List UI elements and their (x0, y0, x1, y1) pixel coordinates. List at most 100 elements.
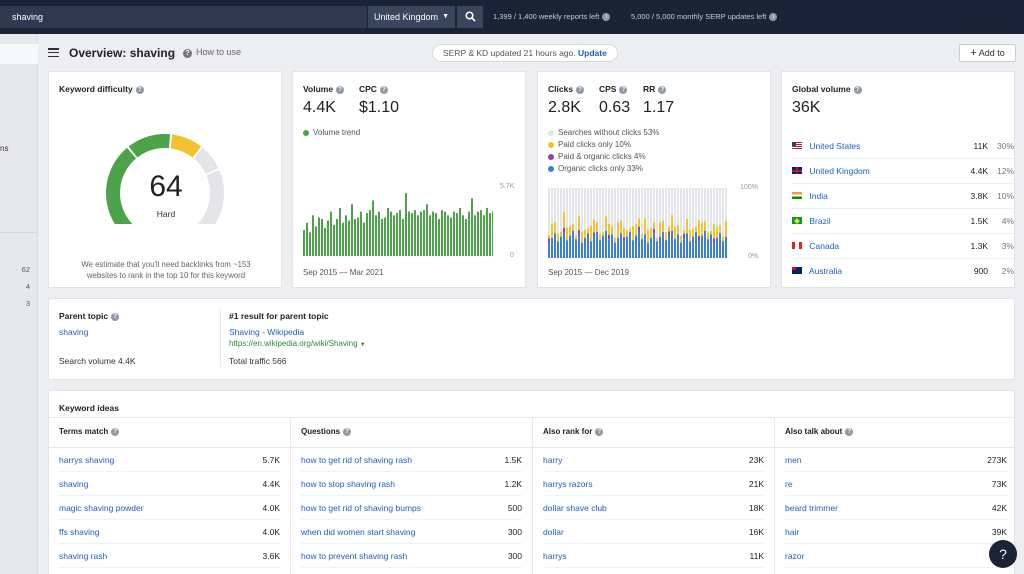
bar-segment-paid (674, 226, 676, 240)
bar-segment-no-clicks (716, 188, 718, 227)
bar-segment-paid (653, 222, 655, 230)
clicks-value: 2.8K (548, 99, 581, 116)
keyword-link[interactable]: magic shaving powder (59, 503, 144, 513)
bar-segment-paid (623, 227, 625, 238)
help-button[interactable]: ? (989, 540, 1017, 568)
help-icon[interactable]: ? (135, 85, 144, 94)
country-link[interactable]: Canada (809, 241, 840, 251)
country-link[interactable]: India (809, 191, 828, 201)
column-header[interactable]: Also talk about? (785, 427, 854, 436)
sidebar-count: 62 (21, 265, 30, 274)
bar-segment-organic (575, 239, 577, 258)
sidebar-selected-item[interactable] (0, 44, 38, 64)
keyword-ideas-title: Keyword ideas (59, 403, 119, 413)
keyword-link[interactable]: hair (785, 527, 800, 537)
keyword-link[interactable]: dollar shave club (543, 503, 607, 513)
column-header[interactable]: Questions? (301, 427, 352, 436)
keyword-link[interactable]: when did women start shaving (301, 527, 416, 537)
sidebar-item-fragment[interactable]: ns (0, 144, 9, 153)
bar-segment-no-clicks (644, 188, 646, 219)
country-link[interactable]: United Kingdom (809, 166, 870, 176)
keyword-link[interactable]: harrys (543, 551, 567, 561)
india-flag-icon (792, 192, 802, 200)
country-row: United States 11K 30% (792, 134, 1014, 159)
add-to-button[interactable]: + Add to (959, 44, 1016, 62)
country-link[interactable]: United States (809, 141, 861, 151)
weekly-reports-text: 1,399 / 1,400 weekly reports left (493, 12, 600, 21)
keyword-volume: 11K (749, 551, 765, 561)
help-icon[interactable]: ? (111, 312, 120, 321)
volume-bar (309, 232, 311, 256)
search-input[interactable] (0, 6, 367, 28)
help-icon[interactable]: ? (595, 427, 604, 436)
help-icon[interactable]: ? (853, 85, 862, 94)
keyword-link[interactable]: harrys razors (543, 479, 593, 489)
volume-bar (333, 224, 335, 256)
keyword-volume: 4.0K (262, 527, 281, 537)
bar-segment-no-clicks (647, 188, 649, 230)
keyword-link[interactable]: ffs shaving (59, 527, 100, 537)
bar-segment-organic (581, 242, 583, 258)
bar-segment-paid (587, 228, 589, 234)
bar-segment-paid (677, 224, 679, 235)
volume-bar (435, 213, 437, 256)
keyword-row: how to prevent shaving rash 300 (301, 544, 522, 568)
help-icon[interactable]: ? (343, 427, 352, 436)
country-link[interactable]: Brazil (809, 216, 831, 226)
bar-segment-organic (656, 241, 658, 258)
help-icon[interactable]: ? (619, 85, 628, 94)
volume-bar (492, 211, 493, 256)
menu-icon[interactable] (48, 48, 59, 58)
help-icon[interactable]: ? (658, 85, 667, 94)
column-header[interactable]: Also rank for? (543, 427, 604, 436)
update-link[interactable]: Update (578, 48, 607, 58)
help-icon[interactable]: ? (336, 85, 345, 94)
keyword-link[interactable]: how to stop shaving rash (301, 479, 396, 489)
keyword-link[interactable]: re (785, 479, 793, 489)
column-header[interactable]: Terms match? (59, 427, 120, 436)
bar-segment-no-clicks (614, 188, 616, 238)
search-button[interactable] (456, 6, 483, 28)
keyword-link[interactable]: how to get rid of shaving rash (301, 455, 413, 465)
bar-segment-paid (560, 231, 562, 237)
bar-segment-paid (698, 220, 700, 237)
keyword-link[interactable]: harrys shaving (59, 455, 115, 465)
keyword-link[interactable]: shaving rash (59, 551, 108, 561)
help-icon[interactable]: ? (576, 85, 585, 94)
keyword-link[interactable]: razor (785, 551, 805, 561)
bar-segment-organic (626, 236, 628, 258)
volume-bar (354, 219, 356, 256)
keyword-link[interactable]: how to prevent shaving rash (301, 551, 408, 561)
legend-item: Organic clicks only 33% (548, 163, 659, 175)
clicks-axis-min: 0% (748, 253, 759, 260)
bar-segment-paid (719, 225, 721, 234)
keyword-link[interactable]: dollar (543, 527, 564, 537)
keyword-link[interactable]: shaving (59, 479, 89, 489)
bar-segment-organic (704, 230, 706, 258)
bar-segment-no-clicks (710, 188, 712, 231)
country-row: United Kingdom 4.4K 12% (792, 159, 1014, 184)
top-result-url[interactable]: https://en.wikipedia.org/wiki/Shaving ▼ (229, 339, 366, 348)
how-to-use-link[interactable]: ? How to use (183, 47, 241, 58)
help-icon[interactable]: ? (845, 427, 854, 436)
keyword-link[interactable]: how to get rid of shaving bumps (301, 503, 422, 513)
help-icon[interactable]: ? (111, 427, 120, 436)
keyword-volume: 21K (748, 479, 764, 489)
bar-segment-organic (716, 237, 718, 258)
keyword-volume: 3.6K (262, 551, 281, 561)
volume-bar (387, 207, 389, 256)
parent-topic-link[interactable]: shaving (59, 327, 89, 337)
keyword-link[interactable]: beard trimmer (785, 503, 838, 513)
top-result-link[interactable]: Shaving - Wikipedia (229, 327, 305, 337)
country-volume: 11K (973, 141, 989, 151)
keyword-link[interactable]: harry (543, 455, 563, 465)
us-flag-icon (792, 142, 802, 150)
keyword-ideas-card: Keyword ideas Terms match? harrys shaving… (48, 390, 1017, 574)
bar-segment-organic (713, 242, 715, 258)
bar-segment-paid (716, 226, 718, 238)
country-link[interactable]: Australia (808, 266, 842, 276)
help-icon[interactable]: ? (379, 85, 388, 94)
bar-segment-paid (599, 233, 601, 241)
keyword-link[interactable]: men (785, 455, 802, 465)
country-select[interactable]: United Kingdom ▼ (367, 6, 455, 28)
